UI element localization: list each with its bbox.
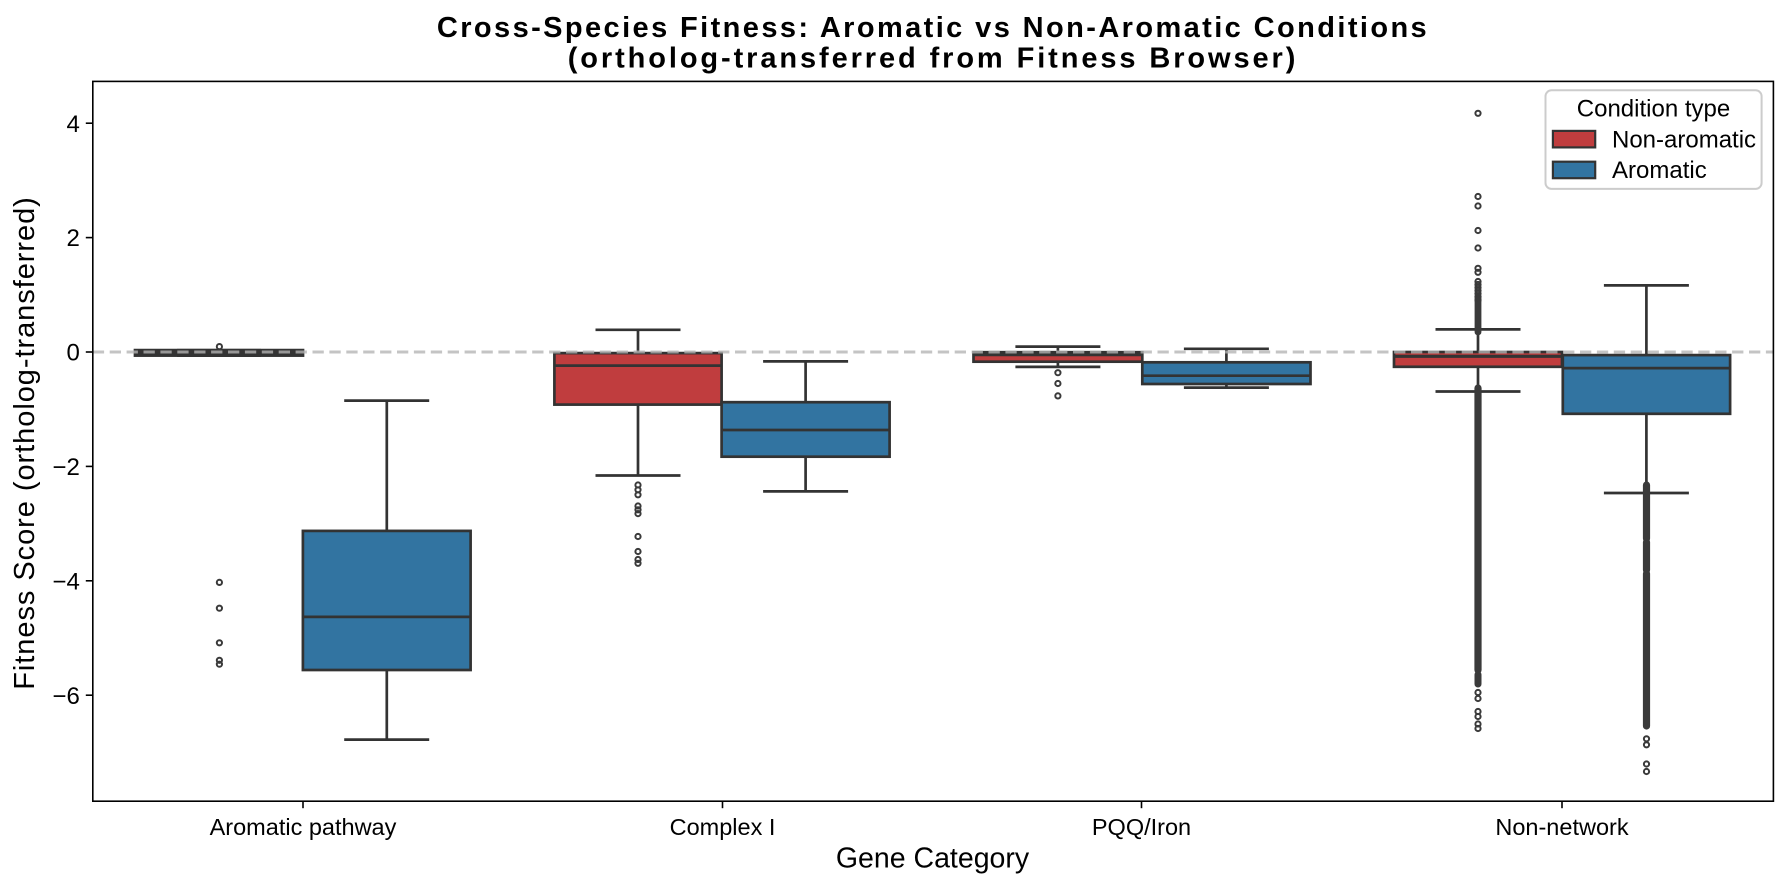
svg-text:Gene Category: Gene Category [836,843,1030,875]
svg-text:(ortholog-transferred from Fit: (ortholog-transferred from Fitness Brows… [568,43,1299,75]
svg-text:4: 4 [66,111,79,138]
svg-text:Fitness Score (ortholog-transf: Fitness Score (ortholog-transferred) [9,196,41,690]
svg-text:2: 2 [66,225,79,252]
svg-text:−2: −2 [52,454,79,481]
svg-text:−6: −6 [52,683,79,710]
svg-text:0: 0 [66,340,79,367]
svg-text:Non-network: Non-network [1495,814,1628,840]
svg-text:PQQ/Iron: PQQ/Iron [1092,814,1191,840]
svg-text:−4: −4 [52,568,79,595]
svg-text:Cross-Species Fitness: Aromati: Cross-Species Fitness: Aromatic vs Non-A… [437,12,1429,44]
svg-text:Aromatic pathway: Aromatic pathway [210,814,397,840]
svg-text:Complex I: Complex I [670,814,776,840]
svg-text:Aromatic: Aromatic [1612,157,1707,184]
svg-text:Condition type: Condition type [1577,96,1730,123]
svg-text:Non-aromatic: Non-aromatic [1612,126,1756,153]
